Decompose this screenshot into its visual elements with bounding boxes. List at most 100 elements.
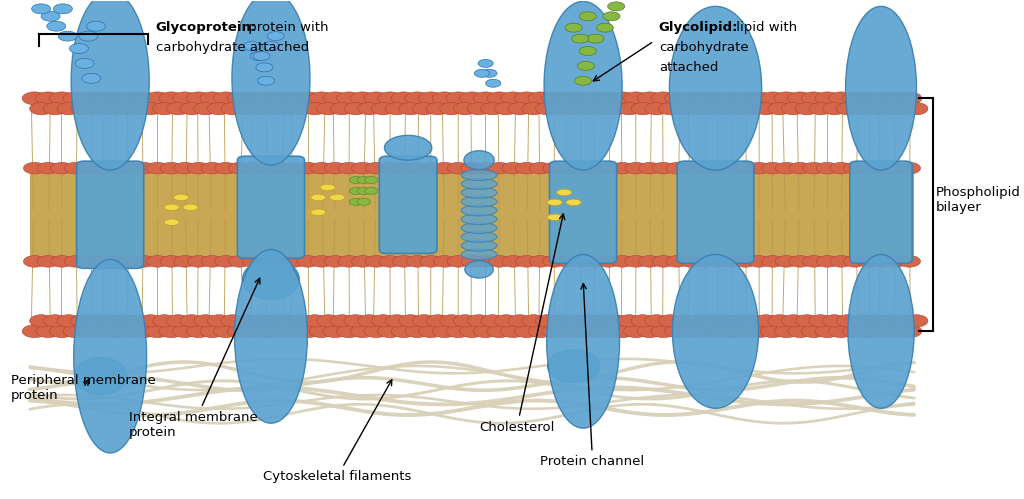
Circle shape: [528, 325, 553, 338]
Circle shape: [822, 315, 846, 327]
Circle shape: [536, 315, 559, 327]
Circle shape: [734, 162, 757, 174]
Circle shape: [563, 102, 586, 115]
Circle shape: [262, 41, 280, 50]
Circle shape: [815, 325, 840, 338]
Circle shape: [447, 162, 469, 174]
Circle shape: [133, 255, 155, 267]
Circle shape: [112, 315, 135, 327]
Circle shape: [871, 162, 893, 174]
Circle shape: [118, 325, 142, 338]
Circle shape: [897, 325, 922, 338]
Text: Glycoprotein:: Glycoprotein:: [156, 21, 257, 34]
Circle shape: [63, 92, 88, 105]
Circle shape: [249, 102, 271, 115]
Circle shape: [349, 199, 362, 205]
Circle shape: [58, 31, 77, 41]
Circle shape: [407, 162, 428, 174]
Circle shape: [775, 255, 798, 267]
Circle shape: [856, 92, 881, 105]
Circle shape: [200, 92, 224, 105]
Circle shape: [70, 43, 88, 53]
Circle shape: [878, 102, 900, 115]
Circle shape: [351, 162, 374, 174]
Circle shape: [809, 315, 833, 327]
Circle shape: [351, 255, 374, 267]
Circle shape: [467, 315, 490, 327]
Circle shape: [693, 255, 716, 267]
Circle shape: [816, 255, 839, 267]
Circle shape: [268, 92, 293, 105]
Circle shape: [98, 102, 122, 115]
Circle shape: [596, 23, 613, 32]
Circle shape: [891, 102, 914, 115]
Circle shape: [269, 162, 292, 174]
Circle shape: [528, 92, 553, 105]
Circle shape: [90, 92, 115, 105]
Circle shape: [303, 315, 327, 327]
Ellipse shape: [310, 194, 326, 201]
Circle shape: [631, 102, 654, 115]
Circle shape: [460, 92, 484, 105]
Circle shape: [316, 315, 340, 327]
Circle shape: [145, 92, 170, 105]
Ellipse shape: [465, 260, 494, 278]
Circle shape: [897, 92, 922, 105]
Circle shape: [755, 315, 777, 327]
Circle shape: [515, 162, 538, 174]
Circle shape: [577, 315, 600, 327]
Circle shape: [316, 102, 340, 115]
Circle shape: [267, 31, 285, 40]
Circle shape: [145, 325, 170, 338]
Circle shape: [215, 162, 237, 174]
Circle shape: [125, 102, 148, 115]
Circle shape: [803, 255, 824, 267]
Circle shape: [816, 162, 839, 174]
Circle shape: [290, 102, 312, 115]
Circle shape: [344, 315, 368, 327]
Circle shape: [350, 92, 375, 105]
Circle shape: [733, 325, 758, 338]
FancyBboxPatch shape: [77, 161, 143, 268]
Circle shape: [898, 255, 921, 267]
Circle shape: [542, 92, 566, 105]
Circle shape: [47, 21, 66, 31]
Circle shape: [357, 102, 381, 115]
Circle shape: [221, 102, 245, 115]
Circle shape: [325, 162, 346, 174]
Circle shape: [419, 92, 443, 105]
Circle shape: [227, 92, 252, 105]
Circle shape: [366, 255, 387, 267]
Ellipse shape: [464, 151, 495, 170]
Circle shape: [904, 315, 928, 327]
Circle shape: [146, 255, 169, 267]
Circle shape: [574, 76, 592, 85]
Circle shape: [658, 102, 682, 115]
Circle shape: [174, 255, 196, 267]
Circle shape: [746, 325, 771, 338]
Circle shape: [699, 102, 723, 115]
Circle shape: [565, 23, 583, 32]
Circle shape: [269, 255, 292, 267]
Circle shape: [186, 325, 211, 338]
Circle shape: [221, 315, 245, 327]
Circle shape: [131, 92, 156, 105]
Circle shape: [721, 255, 742, 267]
Circle shape: [118, 92, 142, 105]
Circle shape: [625, 255, 647, 267]
Circle shape: [781, 102, 805, 115]
Circle shape: [891, 315, 914, 327]
Circle shape: [407, 255, 428, 267]
Circle shape: [610, 325, 635, 338]
Circle shape: [344, 102, 368, 115]
Circle shape: [680, 162, 701, 174]
Ellipse shape: [384, 135, 432, 160]
Circle shape: [529, 162, 551, 174]
Ellipse shape: [461, 170, 497, 181]
Circle shape: [563, 315, 586, 327]
Circle shape: [678, 325, 703, 338]
Circle shape: [379, 162, 401, 174]
Circle shape: [740, 102, 764, 115]
Circle shape: [617, 315, 641, 327]
Circle shape: [802, 92, 826, 105]
